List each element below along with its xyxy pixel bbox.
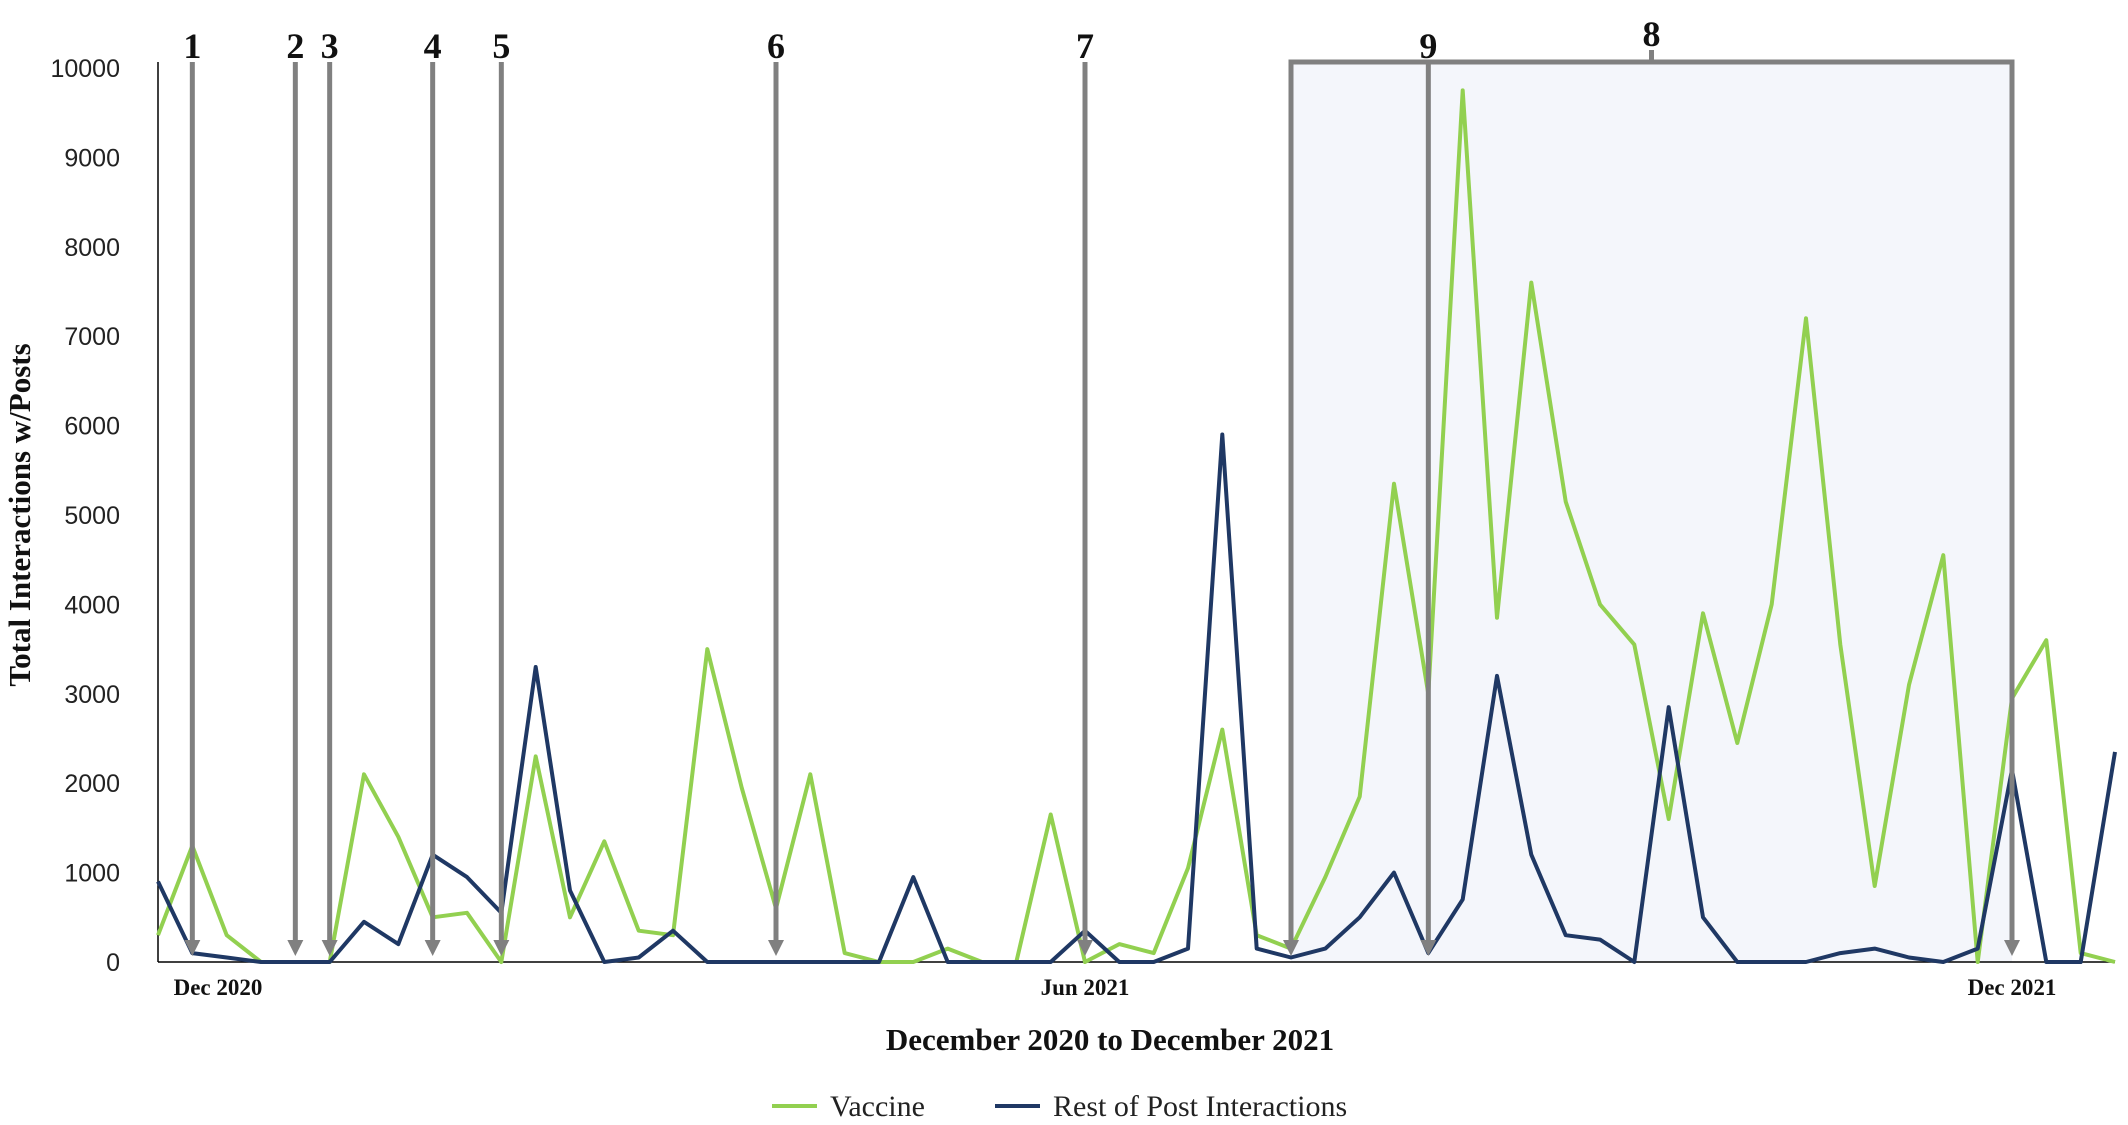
marker-label-9: 9 bbox=[1419, 26, 1437, 66]
marker-arrowhead bbox=[493, 940, 510, 956]
legend-label-rest: Rest of Post Interactions bbox=[1053, 1090, 1347, 1123]
marker-arrowhead bbox=[1283, 940, 1299, 956]
y-tick-label: 3000 bbox=[64, 681, 120, 709]
marker-arrowhead bbox=[321, 940, 338, 956]
shaded-region bbox=[1291, 62, 2012, 962]
y-tick-label: 8000 bbox=[64, 234, 120, 262]
marker-label-8: 8 bbox=[1643, 14, 1661, 54]
x-tick-label: Dec 2020 bbox=[174, 975, 263, 1000]
marker-label-3: 3 bbox=[321, 26, 339, 66]
marker-arrowhead bbox=[2004, 940, 2020, 956]
marker-label-7: 7 bbox=[1076, 26, 1094, 66]
y-tick-label: 7000 bbox=[64, 323, 120, 351]
marker-label-1: 1 bbox=[183, 26, 201, 66]
x-tick-label: Dec 2021 bbox=[1968, 975, 2057, 1000]
series-line-rest bbox=[156, 432, 2117, 964]
y-tick-label: 2000 bbox=[64, 770, 120, 798]
y-axis-title: Total Interactions w/Posts bbox=[2, 343, 37, 686]
marker-arrowhead bbox=[768, 940, 784, 956]
marker-arrowhead bbox=[1077, 940, 1093, 956]
series-line-vaccine bbox=[156, 88, 2116, 964]
marker-arrowhead bbox=[184, 940, 201, 956]
y-tick-label: 6000 bbox=[64, 413, 120, 441]
marker-label-2: 2 bbox=[286, 26, 304, 66]
y-tick-label: 9000 bbox=[64, 144, 120, 172]
x-tick-labels: Dec 2020 Jun 2021 Dec 2021 bbox=[174, 975, 2057, 1000]
marker-arrowhead bbox=[424, 940, 441, 956]
x-axis-title: December 2020 to December 2021 bbox=[886, 1022, 1334, 1057]
y-tick-label: 1000 bbox=[64, 860, 120, 888]
series-lines bbox=[156, 88, 2117, 964]
legend-label-vaccine: Vaccine bbox=[830, 1090, 925, 1123]
marker-arrowhead bbox=[1420, 940, 1437, 956]
shaded-region-layer bbox=[1291, 62, 2012, 962]
y-tick-label: 4000 bbox=[64, 591, 120, 619]
y-tick-labels: 0 1000 2000 3000 4000 5000 6000 7000 8000 9000 100… bbox=[50, 55, 120, 977]
y-tick-label: 5000 bbox=[64, 502, 120, 530]
y-tick-label: 10000 bbox=[50, 55, 120, 83]
legend: Vaccine Rest of Post Interactions bbox=[772, 1090, 1347, 1123]
marker-label-5: 5 bbox=[492, 26, 510, 66]
marker-label-6: 6 bbox=[767, 26, 785, 66]
y-tick-label: 0 bbox=[106, 949, 120, 977]
marker-label-4: 4 bbox=[424, 26, 442, 66]
x-tick-label: Jun 2021 bbox=[1041, 975, 1130, 1000]
marker-arrowhead bbox=[287, 940, 304, 956]
